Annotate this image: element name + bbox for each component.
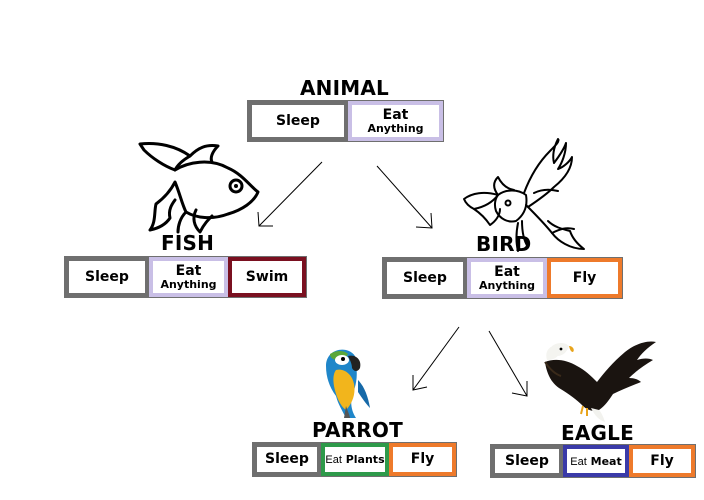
attr-eat-anything: Eat Anything bbox=[348, 101, 443, 141]
attr-eat-anything: Eat Anything bbox=[467, 258, 547, 298]
attr-sublabel: Anything bbox=[478, 278, 536, 292]
attr-fly: Fly bbox=[629, 445, 695, 477]
node-box-animal: Sleep Eat Anything bbox=[247, 100, 444, 142]
attr-label: Sleep bbox=[403, 269, 447, 286]
attr-label: Fly bbox=[410, 451, 435, 467]
attr-swim: Swim bbox=[228, 257, 306, 297]
attr-label: Sleep bbox=[276, 112, 320, 129]
attr-label: Sleep bbox=[505, 452, 549, 469]
node-title-eagle: EAGLE bbox=[561, 421, 634, 445]
attr-label: Eat Plants bbox=[325, 453, 384, 466]
attr-eat-meat: Eat Meat bbox=[563, 445, 629, 477]
eagle-icon bbox=[544, 341, 656, 422]
attr-label: Sleep bbox=[265, 451, 309, 467]
arrow-animal-to-fish bbox=[257, 161, 323, 227]
attr-sublabel: Anything bbox=[160, 277, 217, 291]
attr-eat-anything: Eat Anything bbox=[149, 257, 228, 297]
node-title-parrot: PARROT bbox=[312, 418, 403, 442]
arrow-bird-to-parrot bbox=[412, 326, 460, 391]
attr-label: Fly bbox=[650, 452, 674, 469]
attr-label: Swim bbox=[245, 268, 289, 285]
node-box-fish: Sleep Eat Anything Swim bbox=[64, 256, 307, 298]
attr-label: Fly bbox=[572, 269, 597, 286]
attr-sleep: Sleep bbox=[383, 258, 467, 298]
attr-label: Eat bbox=[175, 262, 202, 279]
attr-eat-prefix: Eat bbox=[325, 454, 342, 466]
attr-eat-word: Plants bbox=[345, 453, 385, 466]
attr-label: Eat bbox=[494, 263, 520, 280]
fish-icon bbox=[138, 142, 260, 234]
node-box-eagle: Sleep Eat Meat Fly bbox=[490, 444, 696, 478]
attr-fly: Fly bbox=[389, 443, 456, 476]
attr-label: Eat bbox=[382, 106, 409, 123]
node-box-parrot: Sleep Eat Plants Fly bbox=[252, 442, 457, 477]
attr-eat-prefix: Eat bbox=[570, 455, 587, 468]
node-title-bird: BIRD bbox=[476, 232, 532, 256]
node-title-animal: ANIMAL bbox=[300, 76, 389, 100]
attr-sleep: Sleep bbox=[491, 445, 563, 477]
attr-fly: Fly bbox=[547, 258, 622, 298]
attr-eat-word: Meat bbox=[590, 454, 622, 468]
arrow-animal-to-bird bbox=[376, 165, 433, 229]
attr-sublabel: Anything bbox=[367, 121, 424, 135]
attr-label: Sleep bbox=[85, 268, 129, 285]
attr-eat-plants: Eat Plants bbox=[321, 443, 389, 476]
bird-icon bbox=[463, 138, 585, 252]
attr-sleep: Sleep bbox=[248, 101, 348, 141]
node-title-fish: FISH bbox=[161, 231, 215, 255]
attr-sleep: Sleep bbox=[65, 257, 149, 297]
parrot-icon bbox=[326, 349, 370, 418]
node-box-bird: Sleep Eat Anything Fly bbox=[382, 257, 623, 299]
attr-label: Eat Meat bbox=[570, 455, 621, 468]
arrow-bird-to-eagle bbox=[488, 330, 528, 397]
attr-sleep: Sleep bbox=[253, 443, 321, 476]
